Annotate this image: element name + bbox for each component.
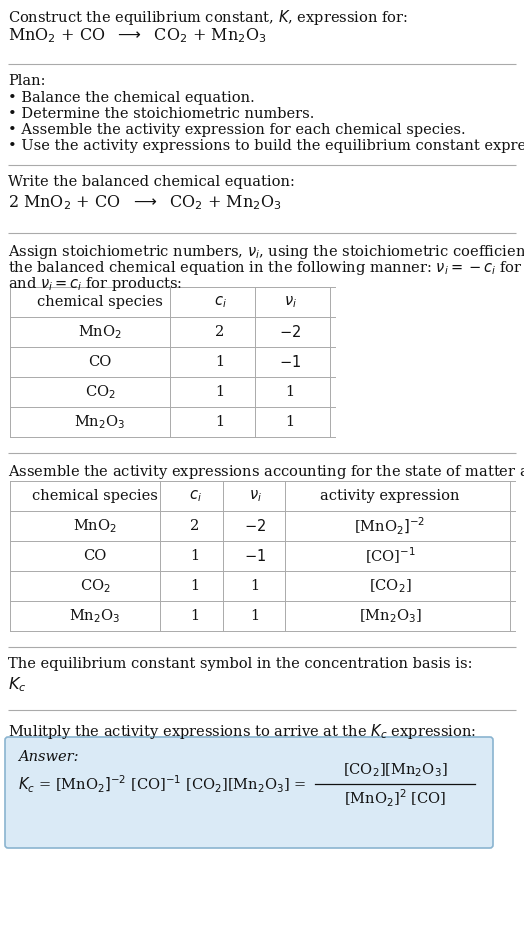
Text: chemical species: chemical species: [32, 489, 158, 503]
Text: 2: 2: [215, 325, 225, 339]
Text: • Balance the chemical equation.: • Balance the chemical equation.: [8, 91, 255, 105]
Text: 1: 1: [215, 385, 225, 399]
Text: chemical species: chemical species: [37, 295, 163, 309]
Text: activity expression: activity expression: [320, 489, 460, 503]
Text: $-1$: $-1$: [244, 548, 266, 564]
Text: Construct the equilibrium constant, $K$, expression for:: Construct the equilibrium constant, $K$,…: [8, 8, 408, 27]
Text: Mn$_2$O$_3$: Mn$_2$O$_3$: [74, 413, 126, 431]
Text: 1: 1: [190, 609, 200, 623]
Text: $c_i$: $c_i$: [214, 294, 226, 310]
Text: $-1$: $-1$: [279, 354, 301, 370]
Text: 1: 1: [250, 579, 259, 593]
Text: 1: 1: [215, 355, 225, 369]
Text: $K_c$: $K_c$: [8, 675, 26, 693]
Text: 1: 1: [250, 609, 259, 623]
Text: The equilibrium constant symbol in the concentration basis is:: The equilibrium constant symbol in the c…: [8, 657, 473, 671]
Text: • Use the activity expressions to build the equilibrium constant expression.: • Use the activity expressions to build …: [8, 139, 524, 153]
Text: and $\nu_i = c_i$ for products:: and $\nu_i = c_i$ for products:: [8, 275, 182, 293]
Text: CO: CO: [89, 355, 112, 369]
Text: 1: 1: [190, 549, 200, 563]
Text: Write the balanced chemical equation:: Write the balanced chemical equation:: [8, 175, 295, 189]
Text: Assign stoichiometric numbers, $\nu_i$, using the stoichiometric coefficients, $: Assign stoichiometric numbers, $\nu_i$, …: [8, 243, 524, 261]
Text: $-2$: $-2$: [244, 518, 266, 534]
Text: 2: 2: [190, 519, 200, 533]
Text: 2 MnO$_2$ + CO  $\longrightarrow$  CO$_2$ + Mn$_2$O$_3$: 2 MnO$_2$ + CO $\longrightarrow$ CO$_2$ …: [8, 193, 282, 212]
Text: [CO$_2$]: [CO$_2$]: [369, 577, 411, 594]
Text: $\nu_i$: $\nu_i$: [248, 488, 261, 504]
Text: [Mn$_2$O$_3$]: [Mn$_2$O$_3$]: [358, 607, 421, 625]
Text: $\nu_i$: $\nu_i$: [283, 294, 297, 310]
Text: Answer:: Answer:: [18, 750, 79, 764]
Text: MnO$_2$: MnO$_2$: [73, 517, 117, 534]
Text: CO$_2$: CO$_2$: [85, 383, 115, 401]
Text: 1: 1: [190, 579, 200, 593]
Text: $K_c$ = [MnO$_2]^{-2}$ [CO]$^{-1}$ [CO$_2$][Mn$_2$O$_3$] =: $K_c$ = [MnO$_2]^{-2}$ [CO]$^{-1}$ [CO$_…: [18, 773, 307, 794]
Text: the balanced chemical equation in the following manner: $\nu_i = -c_i$ for react: the balanced chemical equation in the fo…: [8, 259, 524, 277]
Text: $-2$: $-2$: [279, 324, 301, 340]
Text: [MnO$_2]^{-2}$: [MnO$_2]^{-2}$: [354, 515, 425, 536]
Text: [CO$_2$][Mn$_2$O$_3$]: [CO$_2$][Mn$_2$O$_3$]: [343, 761, 447, 779]
Text: [MnO$_2$]$^2$ [CO]: [MnO$_2$]$^2$ [CO]: [344, 787, 446, 808]
Text: • Assemble the activity expression for each chemical species.: • Assemble the activity expression for e…: [8, 123, 466, 137]
Text: Assemble the activity expressions accounting for the state of matter and $\nu_i$: Assemble the activity expressions accoun…: [8, 463, 524, 481]
Text: Plan:: Plan:: [8, 74, 46, 88]
Text: CO$_2$: CO$_2$: [80, 577, 111, 594]
Text: Mn$_2$O$_3$: Mn$_2$O$_3$: [69, 607, 121, 625]
Text: 1: 1: [215, 415, 225, 429]
Text: 1: 1: [286, 385, 294, 399]
Text: MnO$_2$: MnO$_2$: [78, 323, 122, 340]
FancyBboxPatch shape: [5, 737, 493, 848]
Text: $c_i$: $c_i$: [189, 488, 201, 504]
Text: MnO$_2$ + CO  $\longrightarrow$  CO$_2$ + Mn$_2$O$_3$: MnO$_2$ + CO $\longrightarrow$ CO$_2$ + …: [8, 26, 267, 45]
Text: Mulitply the activity expressions to arrive at the $K_c$ expression:: Mulitply the activity expressions to arr…: [8, 722, 476, 741]
Text: CO: CO: [83, 549, 107, 563]
Text: [CO]$^{-1}$: [CO]$^{-1}$: [365, 546, 416, 566]
Text: 1: 1: [286, 415, 294, 429]
Text: • Determine the stoichiometric numbers.: • Determine the stoichiometric numbers.: [8, 107, 314, 121]
